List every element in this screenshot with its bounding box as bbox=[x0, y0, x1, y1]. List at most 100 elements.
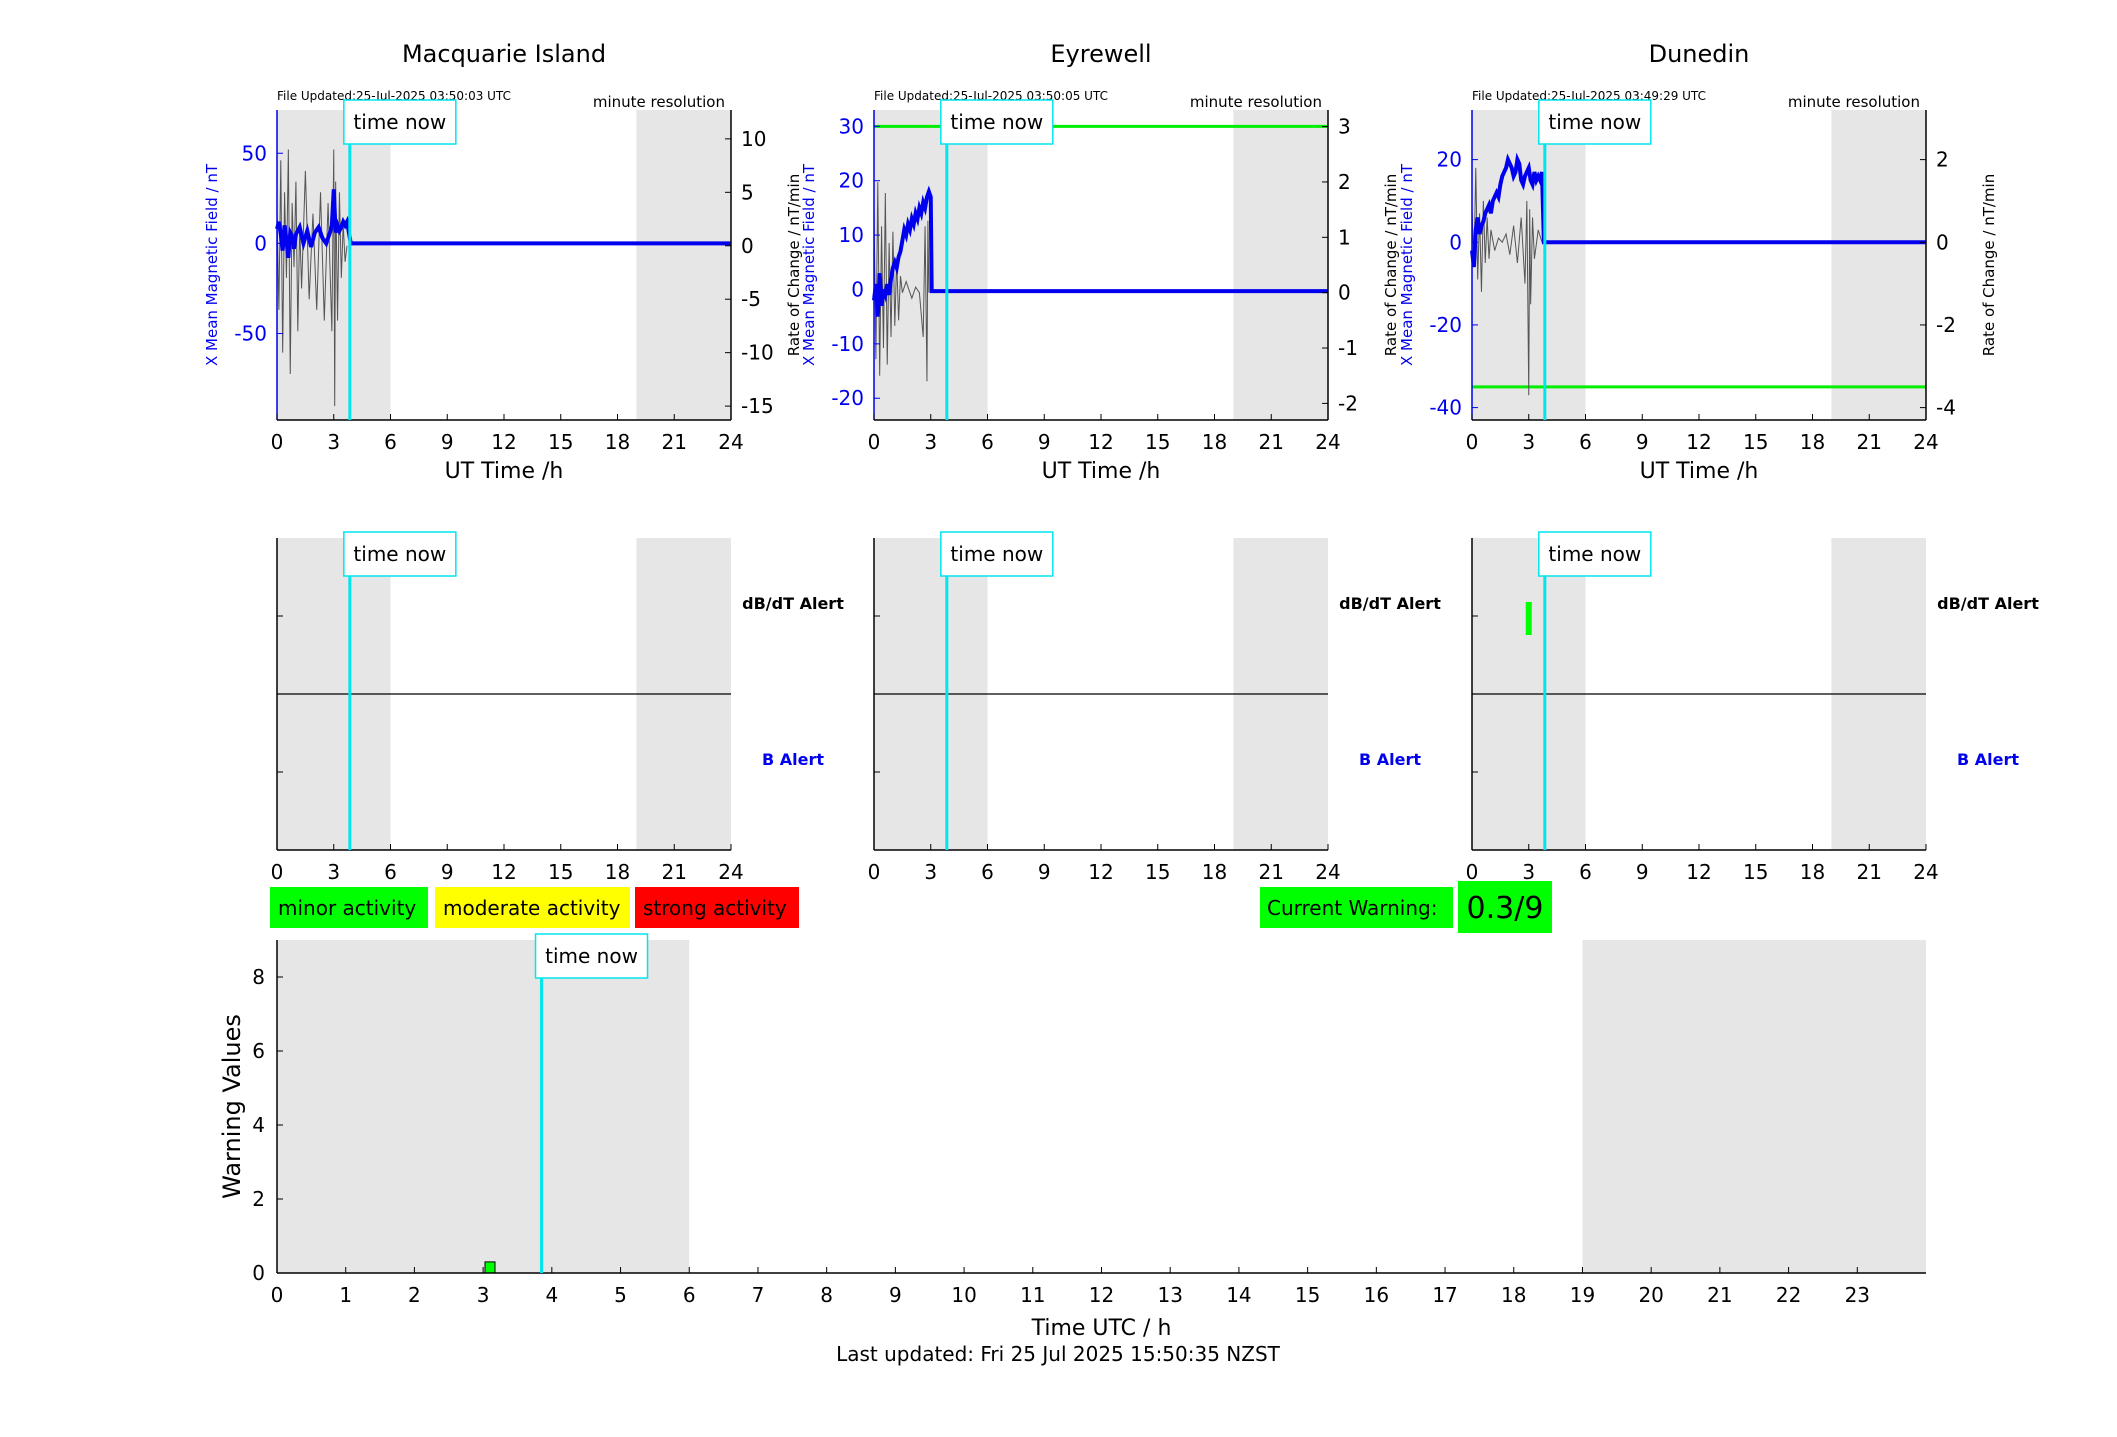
legend-label: minor activity bbox=[278, 896, 416, 920]
x-tick-label: 18 bbox=[1800, 860, 1825, 884]
time-now-box bbox=[940, 531, 1054, 577]
x-tick-label: 12 bbox=[1686, 860, 1711, 884]
x-tick-label: 24 bbox=[1913, 430, 1938, 454]
x-tick-label: 23 bbox=[1845, 1283, 1870, 1307]
time-now-label: time now bbox=[1548, 110, 1641, 134]
x-tick-label: 20 bbox=[1638, 1283, 1663, 1307]
x-tick-label: 18 bbox=[605, 430, 630, 454]
x-tick-label: 12 bbox=[1088, 430, 1113, 454]
x-tick-label: 24 bbox=[718, 430, 743, 454]
alert-panel-dunedin: dB/dT Alert B Alert 0 3 6 9 12 15 18 21 24 time now bbox=[1466, 531, 2039, 884]
time-now-label: time now bbox=[950, 110, 1043, 134]
resolution-label: minute resolution bbox=[593, 93, 725, 111]
x-tick-label: 10 bbox=[951, 1283, 976, 1307]
night-shading bbox=[277, 940, 690, 1273]
mean-field-series bbox=[872, 185, 1328, 317]
x-tick-label: 21 bbox=[1857, 430, 1882, 454]
rate-of-change-series bbox=[1471, 167, 1543, 396]
x-tick-label: 3 bbox=[924, 860, 937, 884]
x-tick-label: 21 bbox=[662, 860, 687, 884]
right-tick-label: -1 bbox=[1338, 336, 1358, 360]
night-shading bbox=[1582, 940, 1926, 1273]
x-tick-label: 3 bbox=[327, 860, 340, 884]
x-tick-label: 18 bbox=[605, 860, 630, 884]
right-tick-label: 2 bbox=[1338, 170, 1351, 194]
x-tick-label: 21 bbox=[1259, 430, 1284, 454]
x-tick-label: 15 bbox=[1295, 1283, 1320, 1307]
x-tick-label: 24 bbox=[718, 860, 743, 884]
x-axis-label: UT Time /h bbox=[1042, 459, 1161, 484]
left-tick-label: 0 bbox=[1449, 230, 1462, 254]
x-tick-label: 3 bbox=[327, 430, 340, 454]
right-axis-label: Rate of Change / nT/min bbox=[785, 174, 803, 356]
x-tick-label: 18 bbox=[1800, 430, 1825, 454]
x-tick-label: 3 bbox=[924, 430, 937, 454]
time-now-box bbox=[1538, 99, 1652, 145]
x-tick-label: 17 bbox=[1432, 1283, 1457, 1307]
x-tick-label: 0 bbox=[271, 430, 284, 454]
x-tick-label: 21 bbox=[662, 430, 687, 454]
mean-field-series bbox=[275, 189, 731, 258]
time-now-label: time now bbox=[1548, 542, 1641, 566]
x-tick-label: 6 bbox=[384, 860, 397, 884]
x-tick-label: 12 bbox=[1088, 860, 1113, 884]
x-tick-label: 6 bbox=[683, 1283, 696, 1307]
x-tick-label: 12 bbox=[491, 430, 516, 454]
y-tick-label: 8 bbox=[252, 965, 265, 989]
current-warning-value-box bbox=[1458, 881, 1552, 933]
x-tick-label: 15 bbox=[548, 430, 573, 454]
night-shading bbox=[1233, 110, 1328, 420]
right-tick-label: 1 bbox=[1338, 225, 1351, 249]
alert-panel-eyrewell: dB/dT Alert B Alert 0 3 6 9 12 15 18 21 24 time now bbox=[868, 531, 1441, 884]
x-axis-label: Time UTC / h bbox=[1031, 1316, 1172, 1341]
x-tick-label: 18 bbox=[1202, 860, 1227, 884]
x-tick-label: 5 bbox=[614, 1283, 627, 1307]
y-tick-label: 0 bbox=[252, 1261, 265, 1285]
x-tick-label: 9 bbox=[889, 1283, 902, 1307]
alert-panel-macquarie: dB/dT Alert B Alert 0 3 6 9 12 15 18 21 24 time now bbox=[271, 531, 844, 884]
last-updated: Last updated: Fri 25 Jul 2025 15:50:35 N… bbox=[836, 1342, 1281, 1366]
left-axis-label: X Mean Magnetic Field / nT bbox=[800, 163, 818, 366]
night-shading bbox=[1831, 110, 1926, 420]
panel-title: Dunedin bbox=[1649, 40, 1750, 68]
x-tick-label: 12 bbox=[1089, 1283, 1114, 1307]
time-now-label: time now bbox=[545, 944, 638, 968]
dbdt-alert-mark bbox=[1525, 602, 1532, 635]
x-tick-label: 11 bbox=[1020, 1283, 1045, 1307]
x-tick-label: 0 bbox=[868, 430, 881, 454]
right-tick-label: 0 bbox=[1338, 281, 1351, 305]
x-tick-label: 24 bbox=[1913, 860, 1938, 884]
x-tick-label: 6 bbox=[981, 860, 994, 884]
right-axis-label: Rate of Change / nT/min bbox=[1980, 174, 1998, 356]
y-tick-label: 6 bbox=[252, 1039, 265, 1063]
x-tick-label: 7 bbox=[752, 1283, 765, 1307]
right-axis-label: Rate of Change / nT/min bbox=[1382, 174, 1400, 356]
time-now-box bbox=[343, 99, 457, 145]
current-warning-box bbox=[1260, 887, 1453, 928]
panel-title: Macquarie Island bbox=[402, 40, 606, 68]
x-tick-label: 18 bbox=[1501, 1283, 1526, 1307]
y-tick-label: 2 bbox=[252, 1187, 265, 1211]
time-now-label: time now bbox=[353, 542, 446, 566]
activity-legend: minor activity moderate activity strong ac… bbox=[270, 887, 799, 928]
x-tick-label: 21 bbox=[1707, 1283, 1732, 1307]
x-tick-label: 21 bbox=[1259, 860, 1284, 884]
time-now-box bbox=[534, 933, 649, 979]
right-tick-label: 0 bbox=[1936, 230, 1949, 254]
left-tick-label: 10 bbox=[839, 223, 864, 247]
x-tick-label: 2 bbox=[408, 1283, 421, 1307]
time-now-box bbox=[1538, 531, 1652, 577]
legend-swatch-1 bbox=[435, 887, 630, 928]
right-tick-label: 0 bbox=[741, 234, 754, 258]
time-now-label: time now bbox=[950, 542, 1043, 566]
time-now-box bbox=[343, 531, 457, 577]
x-tick-label: 4 bbox=[545, 1283, 558, 1307]
right-tick-label: -15 bbox=[741, 394, 774, 418]
x-tick-label: 8 bbox=[820, 1283, 833, 1307]
x-tick-label: 9 bbox=[1636, 430, 1649, 454]
rate-of-change-series bbox=[276, 149, 348, 407]
left-tick-label: 20 bbox=[1437, 148, 1462, 172]
